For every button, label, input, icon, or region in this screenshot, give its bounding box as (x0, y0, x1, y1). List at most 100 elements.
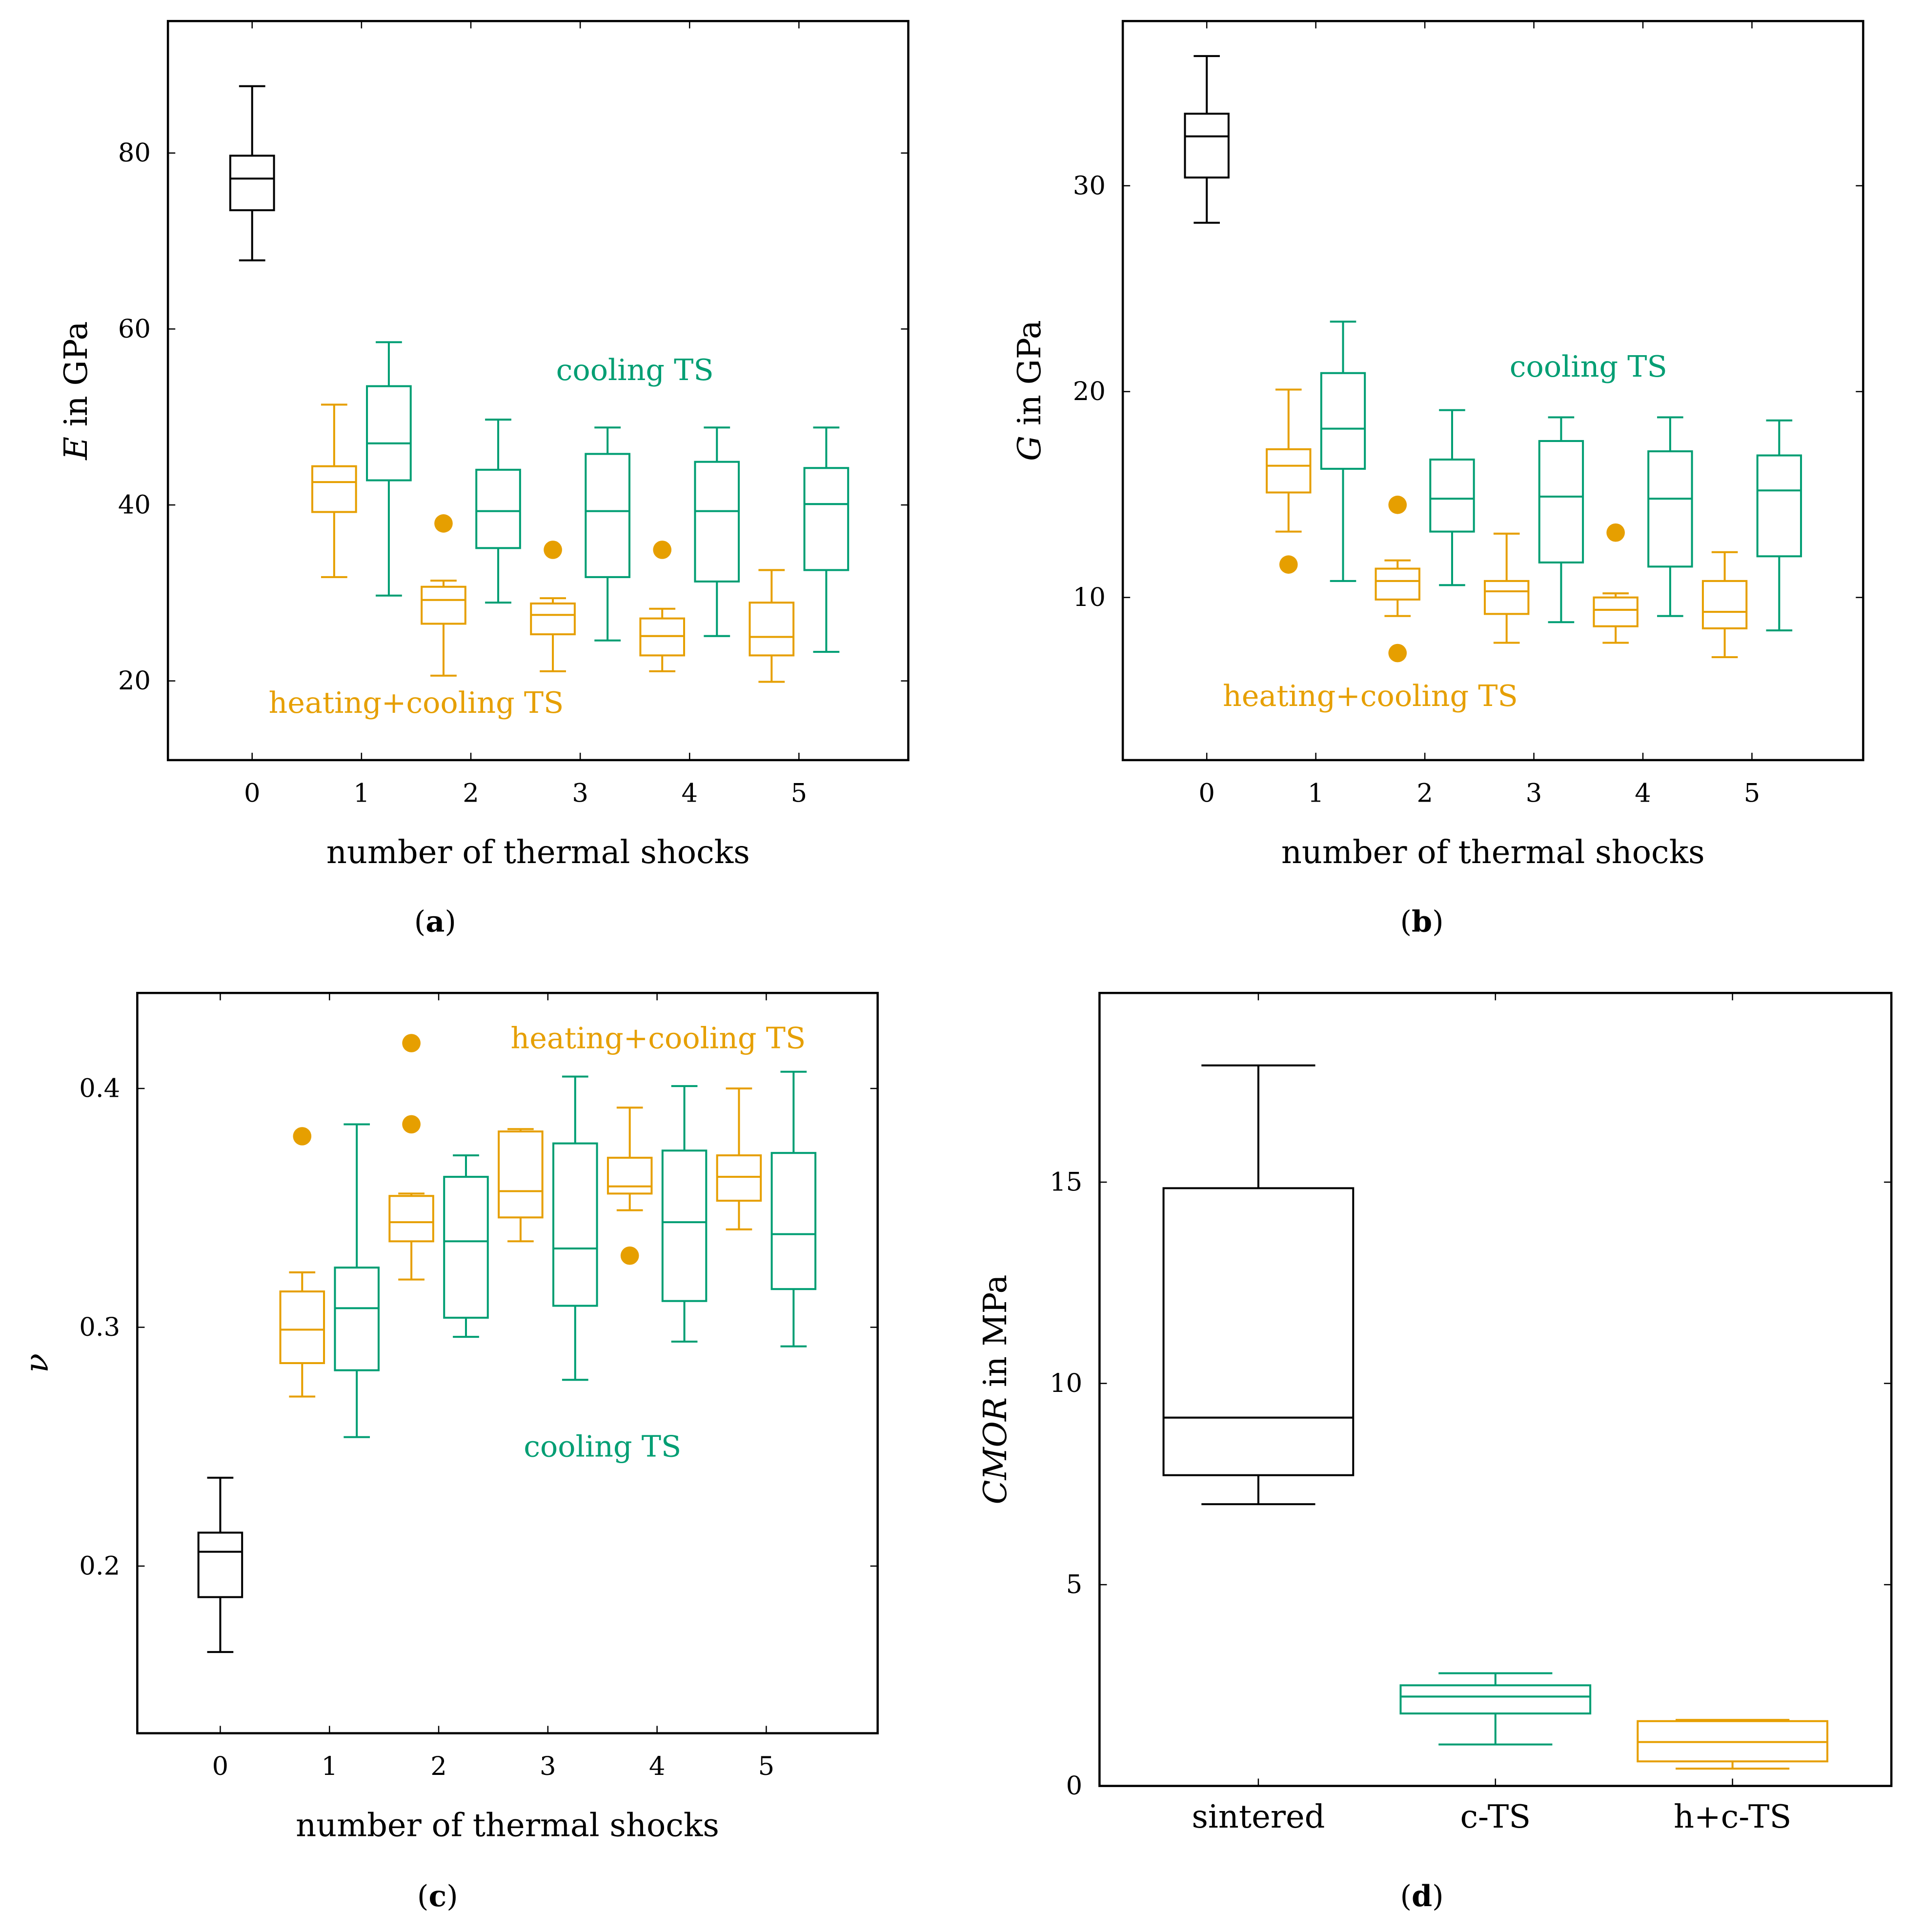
x-tick-label: h+c-TS (1674, 1798, 1791, 1835)
series-annotation-cooling: cooling TS (524, 1429, 681, 1464)
x-tick-label: 2 (463, 778, 479, 808)
y-axis-label-unit: in GPa (1011, 320, 1048, 436)
box-cooling (1647, 416, 1693, 617)
y-axis-label: ν (18, 1353, 55, 1373)
outlier-point (1388, 644, 1407, 663)
x-tick-label: 5 (791, 778, 808, 808)
y-tick-label: 10 (1050, 1368, 1082, 1398)
plot-frame (136, 992, 879, 1734)
outlier-point (1279, 555, 1298, 574)
outlier-point (293, 1127, 312, 1146)
series-annotation-heating_cooling: heating+cooling TS (268, 686, 564, 720)
box-heating_cooling (639, 541, 686, 672)
x-tick-label: 4 (649, 1751, 666, 1781)
box-cooling (552, 1075, 598, 1381)
box-heating_cooling (311, 403, 357, 578)
box-iqr (1756, 454, 1802, 558)
box-iqr (1266, 448, 1312, 494)
box-heating_cooling (1637, 1719, 1829, 1770)
y-axis-label-variable: CMOR (977, 1397, 1014, 1505)
box-cooling (694, 426, 740, 637)
y-tick-label: 5 (1066, 1570, 1083, 1600)
x-tick-label: 1 (353, 778, 370, 808)
box-heating_cooling (388, 1034, 434, 1281)
box-iqr (1399, 1684, 1592, 1715)
box-heating_cooling (530, 541, 576, 672)
y-tick-label: 0.4 (79, 1074, 120, 1104)
box-cooling (475, 419, 521, 604)
y-axis-label-variable: ν (18, 1353, 55, 1373)
y-axis-label-variable: E (58, 437, 95, 461)
box-iqr (1483, 580, 1530, 615)
box-sintered (1162, 1064, 1355, 1506)
x-tick-label: 2 (430, 1751, 447, 1781)
x-tick-label: 5 (758, 1751, 775, 1781)
caption-open-paren: ( (1400, 1879, 1412, 1913)
y-tick-label: 40 (118, 490, 151, 520)
x-tick-label: 3 (572, 778, 588, 808)
x-tick-label: 5 (1744, 778, 1760, 808)
box-iqr (311, 465, 357, 513)
y-tick-label: 0.3 (79, 1312, 120, 1342)
y-tick-label: 15 (1050, 1167, 1082, 1197)
box-iqr (1375, 567, 1420, 601)
box-iqr (421, 585, 466, 625)
box-heating_cooling (1375, 495, 1420, 663)
y-tick-label: 60 (118, 314, 151, 344)
outlier-point (434, 514, 453, 533)
chart-c: 0 1 2 3 4 5 0.2 0.3 0.4 ν number of thermal shocks… (18, 992, 879, 1913)
box-iqr (585, 453, 630, 578)
caption-close-paren: ) (445, 905, 456, 939)
box-iqr (694, 461, 740, 583)
y-tick-label: 20 (1073, 377, 1106, 406)
box-cooling (585, 426, 630, 642)
box-iqr (1701, 580, 1748, 629)
box-iqr (803, 467, 850, 571)
x-tick-label: sintered (1192, 1798, 1325, 1835)
series-annotation-heating_cooling: heating+cooling TS (1223, 679, 1518, 713)
box-iqr (661, 1149, 708, 1302)
caption-close-paren: ) (1432, 905, 1444, 939)
box-iqr (607, 1156, 653, 1195)
box-iqr (1162, 1187, 1355, 1476)
box-heating_cooling (1483, 532, 1530, 644)
box-iqr (1184, 113, 1230, 179)
caption-letter: c (428, 1879, 446, 1913)
subfigure-caption: (c) (417, 1879, 458, 1913)
x-tick-label: 4 (1635, 778, 1651, 808)
chart-a: 0 1 2 3 4 5 20 40 60 80 E in GPa number of thermal … (58, 20, 910, 939)
x-tick-label: 3 (1526, 778, 1542, 808)
caption-close-paren: ) (1432, 1879, 1444, 1913)
box-heating_cooling (421, 514, 466, 677)
y-axis-label-variable: G (1011, 436, 1048, 461)
box-cooling (1399, 1672, 1592, 1746)
box-cooling (1429, 409, 1475, 586)
x-tick-label: c-TS (1460, 1798, 1531, 1835)
outlier-point (1606, 523, 1625, 542)
caption-letter: b (1412, 905, 1432, 939)
y-tick-label: 80 (118, 138, 151, 168)
box-iqr (749, 602, 795, 657)
box-cooling (366, 341, 412, 597)
x-axis-label: number of thermal shocks (296, 1807, 719, 1844)
box-iqr (530, 602, 576, 636)
x-tick-label: 0 (212, 1751, 229, 1781)
y-tick-label: 20 (118, 666, 151, 696)
box-cooling (770, 1070, 817, 1348)
box-iqr (498, 1130, 544, 1219)
x-axis-label: number of thermal shocks (326, 834, 750, 871)
box-iqr (716, 1154, 762, 1202)
plot-frame (1098, 992, 1893, 1787)
box-iqr (443, 1176, 489, 1319)
box-sintered (229, 85, 275, 262)
box-heating_cooling (1593, 523, 1639, 644)
outlier-point (544, 541, 562, 559)
box-iqr (770, 1152, 817, 1290)
x-tick-label: 2 (1416, 778, 1433, 808)
box-sintered (1184, 55, 1230, 224)
box-iqr (1538, 440, 1584, 564)
box-iqr (366, 385, 412, 482)
box-cooling (1538, 416, 1584, 624)
box-iqr (279, 1290, 325, 1364)
